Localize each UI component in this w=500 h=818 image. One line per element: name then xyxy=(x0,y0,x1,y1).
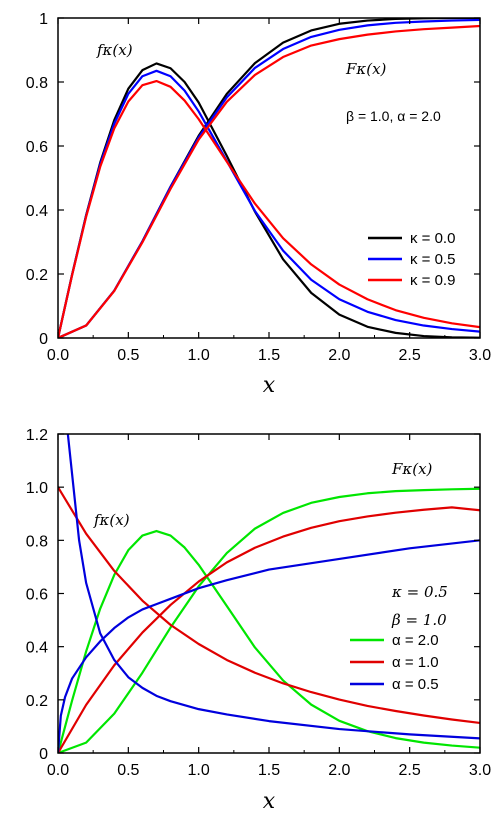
series-line-3 xyxy=(58,486,480,725)
x-tick-label: 1.0 xyxy=(188,347,210,364)
y-tick-label: 0.2 xyxy=(26,267,48,284)
series-line-5 xyxy=(58,79,480,338)
pdf-annotation: fκ(x) xyxy=(93,511,130,529)
x-tick-label: 1.5 xyxy=(258,347,280,364)
kappa-annotation: κ = 0.5 xyxy=(391,583,448,601)
x-tick-label: 2.5 xyxy=(399,347,421,364)
x-tick-label: 3.0 xyxy=(469,347,491,364)
x-tick-label: 0.0 xyxy=(47,347,69,364)
series-line-4 xyxy=(58,506,480,753)
pdf-annotation: fκ(x) xyxy=(96,41,133,59)
y-tick-label: 1.2 xyxy=(26,427,48,444)
beta-annotation: β = 1.0 xyxy=(391,611,447,629)
y-tick-label: 0.6 xyxy=(26,139,48,156)
series-line-1 xyxy=(58,529,480,753)
y-tick-label: 0.2 xyxy=(26,693,48,710)
cdf-annotation: Fκ(x) xyxy=(345,60,387,78)
legend-label: α = 1.0 xyxy=(392,654,439,671)
legend-label: κ = 0.0 xyxy=(410,230,455,247)
y-tick-label: 0.4 xyxy=(26,203,48,220)
y-tick-label: 0.8 xyxy=(26,75,48,92)
y-tick-label: 1 xyxy=(39,11,48,28)
series-line-5 xyxy=(66,434,480,740)
x-tick-label: 2.5 xyxy=(399,762,421,779)
y-tick-label: 0 xyxy=(39,746,48,763)
x-tick-label: 2.0 xyxy=(328,347,350,364)
x-axis-label: x xyxy=(263,373,276,398)
legend-label: α = 2.0 xyxy=(392,632,439,649)
y-tick-label: 0.4 xyxy=(26,640,48,657)
x-tick-label: 0.5 xyxy=(117,347,139,364)
x-tick-label: 0.0 xyxy=(47,762,69,779)
legend-label: κ = 0.5 xyxy=(410,251,455,268)
cdf-annotation: Fκ(x) xyxy=(391,460,433,478)
x-tick-label: 2.0 xyxy=(328,762,350,779)
x-tick-label: 1.5 xyxy=(258,762,280,779)
x-tick-label: 1.0 xyxy=(188,762,210,779)
y-tick-label: 0 xyxy=(39,331,48,348)
y-tick-label: 0.8 xyxy=(26,533,48,550)
series-line-2 xyxy=(58,487,480,753)
series-line-6 xyxy=(58,24,480,338)
series-line-6 xyxy=(58,539,480,753)
chart-panel-1: 0.0 0.5 1.0 1.5 2.0 2.5 3.0 0 0.2 0.4 0.6 0.8 1 x fκ(x… xyxy=(26,11,491,398)
legend-label: α = 0.5 xyxy=(392,676,439,693)
y-tick-label: 0.6 xyxy=(26,587,48,604)
legend-label: κ = 0.9 xyxy=(410,272,455,289)
chart-panel-2: 0.0 0.5 1.0 1.5 2.0 2.5 3.0 0 0.2 0.4 0.6 0.8 1.0 1.2… xyxy=(26,427,491,814)
x-tick-label: 0.5 xyxy=(117,762,139,779)
x-axis-label: x xyxy=(263,789,276,814)
series-line-3 xyxy=(58,69,480,338)
params-annotation: β = 1.0, α = 2.0 xyxy=(346,108,441,124)
x-tick-label: 3.0 xyxy=(469,762,491,779)
y-tick-label: 1.0 xyxy=(26,480,48,497)
